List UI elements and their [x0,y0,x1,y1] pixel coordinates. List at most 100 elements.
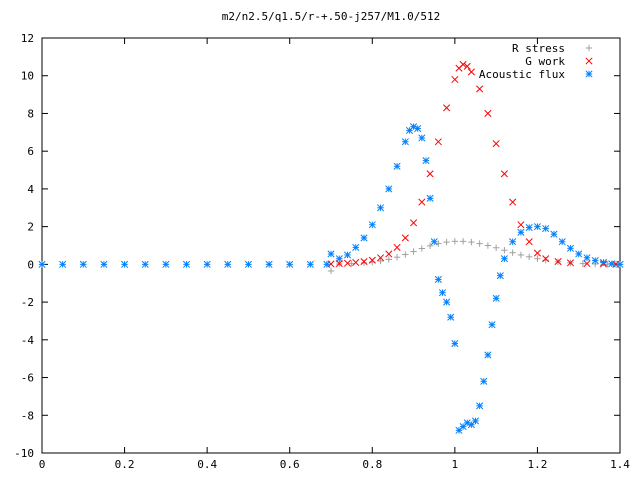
data-point [591,257,599,265]
data-point [542,224,550,233]
data-point [509,249,516,256]
data-point [244,260,252,268]
data-point [501,247,508,254]
y-tick-label: -6 [21,372,34,385]
data-point [368,256,376,264]
data-point [467,68,475,76]
data-point [509,238,517,246]
data-point [385,256,392,263]
data-point [393,243,401,251]
data-point [476,240,483,247]
data-point [525,224,533,232]
data-point [492,140,500,148]
legend-marker [585,44,593,52]
data-point [414,124,422,133]
data-point [459,238,467,245]
data-point [162,260,170,268]
data-point [566,259,575,267]
data-point [492,294,500,302]
data-point [525,253,533,261]
legend-label: Acoustic flux [479,68,565,81]
data-point [377,257,384,265]
data-point [438,289,447,297]
data-point [418,245,426,252]
data-point [327,250,335,258]
data-point [443,298,451,306]
data-point [509,198,517,206]
data-point [434,275,442,284]
data-point [459,60,467,68]
data-point [455,426,463,434]
data-point [434,138,442,146]
data-point [418,134,426,142]
data-point [558,238,566,246]
data-point [476,402,484,410]
data-point [121,260,129,268]
data-point [583,254,591,262]
data-point [451,340,459,348]
data-point [533,249,541,257]
y-tick-label: -4 [21,334,35,347]
data-point [468,238,475,246]
data-point [360,259,368,267]
data-point [579,260,587,267]
data-point [476,85,484,93]
data-point [100,260,108,268]
data-point [385,185,393,193]
legend-label: R stress [512,42,565,55]
data-point [500,255,508,263]
axis-ticks: 0 0.2 0.4 0.6 0.8 1 1.2 1.4 -10 -8 -6 -4 -2 0 2 4 6 8 10 12 [14,32,630,471]
data-point [583,260,591,268]
data-point [418,198,426,206]
data-point [517,221,525,229]
data-point [360,257,368,266]
data-point [393,162,401,170]
data-point [385,250,393,258]
data-point [141,260,149,268]
data-point [451,238,459,245]
data-point [422,157,430,165]
data-point [480,377,488,385]
data-point [402,251,409,258]
data-point [500,170,508,178]
y-tick-label: -10 [14,447,34,460]
x-tick-label: 1.2 [527,458,547,471]
data-point [566,244,575,252]
y-tick-label: -2 [21,296,34,309]
data-point [410,248,417,255]
data-point [286,260,294,268]
x-tick-label: 0.2 [115,458,135,471]
data-point [550,230,558,238]
data-point [393,253,401,261]
data-point [575,250,583,258]
data-point [203,260,211,268]
data-point [599,258,608,267]
data-point [59,260,67,268]
data-point [401,138,409,146]
x-tick-label: 0 [39,458,46,471]
legend-label: G work [525,55,565,68]
data-point [471,417,480,425]
data-point [360,234,368,242]
data-point [343,259,352,267]
data-point [426,242,434,250]
data-point [306,260,314,268]
data-point [451,75,459,84]
legend-marker [585,57,593,65]
data-point [554,257,562,266]
data-point [496,272,504,280]
y-tick-label: 8 [27,107,34,120]
y-tick-label: 10 [21,70,34,83]
data-point [488,321,496,329]
data-point [38,260,46,268]
data-point [376,204,385,212]
data-point [265,260,273,268]
data-point [343,251,352,259]
data-point [616,260,624,268]
x-tick-label: 0.8 [362,458,382,471]
data-point [534,255,541,262]
y-tick-label: 0 [27,258,34,271]
data-point [484,351,492,359]
series-g-work [327,60,620,268]
